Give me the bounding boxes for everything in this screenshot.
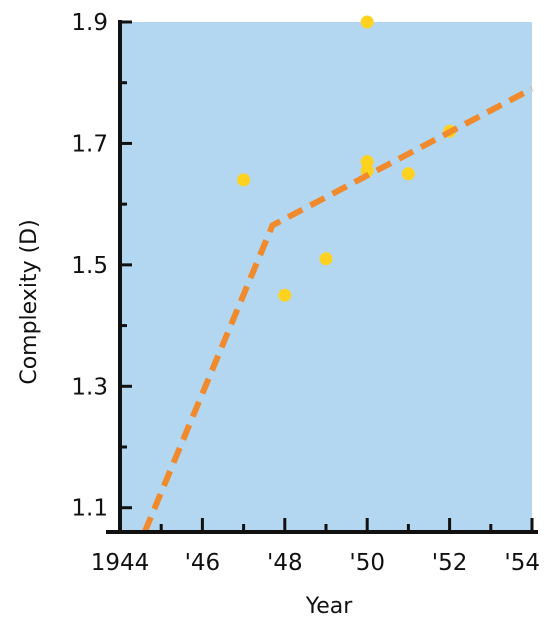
plot-background (120, 22, 532, 532)
ticks-layer: 1.1 1.3 1.5 1.7 1.9 1944 '46 '48 '50 '52 '54 (71, 10, 540, 576)
data-point-5 (360, 155, 374, 169)
x-tick-label: 1944 (91, 550, 150, 576)
x-tick-label: '50 (349, 550, 385, 576)
x-tick-label: '48 (267, 550, 303, 576)
data-point-2 (278, 288, 292, 302)
data-point-4 (360, 15, 374, 29)
data-point-1 (237, 173, 251, 187)
y-axis-title: Complexity (D) (17, 219, 42, 384)
x-tick-label: '46 (185, 550, 221, 576)
x-tick-label: '54 (504, 550, 540, 576)
marks-layer (141, 15, 534, 534)
y-tick-label: 1.1 (71, 496, 108, 522)
x-axis-title: Year (305, 594, 354, 619)
x-tick-label: '52 (432, 550, 468, 576)
y-tick-label: 1.5 (71, 253, 108, 279)
trend-line (141, 86, 534, 534)
y-tick-label: 1.7 (71, 131, 108, 157)
data-point-7 (401, 167, 415, 181)
y-tick-label: 1.9 (71, 10, 108, 36)
data-point-3 (319, 252, 333, 266)
y-tick-label: 1.3 (71, 374, 108, 400)
